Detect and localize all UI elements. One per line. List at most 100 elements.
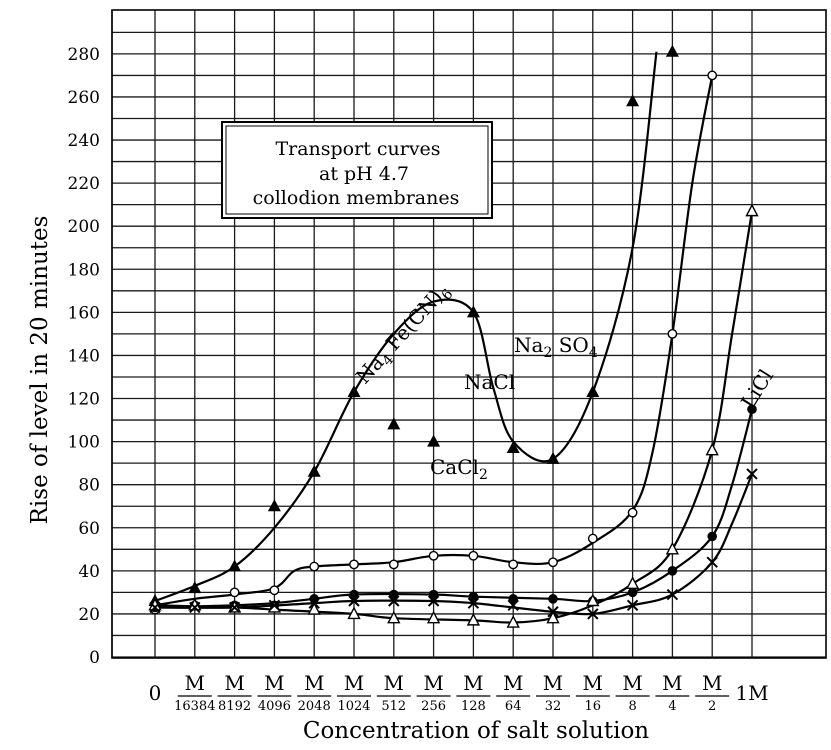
data-point-series-0: [666, 45, 679, 57]
y-tick-label: 140: [68, 346, 100, 366]
x-tick-label: M 8192: [218, 671, 252, 714]
data-point-series-0: [387, 417, 400, 429]
data-point-series-1: [628, 508, 636, 516]
x-tick-denominator: 4: [668, 699, 676, 714]
series-label-nacl: NaCl: [464, 370, 515, 394]
title-line-3: collodion membranes: [253, 187, 460, 209]
x-tick-label: M4: [655, 671, 689, 714]
y-tick-label: 160: [68, 303, 100, 323]
data-point-series-0: [586, 385, 599, 397]
title-line-2: at pH 4.7: [319, 163, 409, 185]
data-point-series-0: [427, 435, 440, 447]
x-tick-value: 0: [149, 681, 162, 705]
x-tick-label: 0: [149, 681, 162, 705]
x-tick-numerator: M: [264, 671, 284, 695]
data-point-series-3: [747, 205, 758, 216]
x-tick-numerator: M: [185, 671, 205, 695]
data-point-series-2: [548, 594, 558, 604]
x-tick-numerator: M: [622, 671, 642, 695]
y-tick-label: 80: [78, 476, 100, 496]
series-curve-3: [155, 211, 752, 622]
x-tick-label: M 128: [456, 671, 490, 714]
y-tick-label: 120: [68, 390, 100, 410]
x-tick-label: M 1024: [337, 671, 371, 714]
data-point-series-3: [627, 578, 638, 589]
data-point-series-1: [549, 558, 557, 566]
data-point-series-0: [228, 560, 241, 572]
x-tick-label: M 64: [496, 671, 530, 714]
x-tick-label: 1M: [735, 681, 768, 705]
data-point-series-1: [350, 560, 358, 568]
x-axis-label: Concentration of salt solution: [303, 718, 649, 744]
data-point-series-1: [310, 562, 318, 570]
x-tick-label: M 16: [576, 671, 610, 714]
data-point-series-0: [626, 94, 639, 106]
x-tick-numerator: M: [344, 671, 364, 695]
x-tick-label: M2: [695, 671, 729, 714]
x-tick-denominator: 1024: [337, 699, 370, 714]
y-tick-label: 280: [68, 45, 100, 65]
x-tick-numerator: M: [662, 671, 682, 695]
x-tick-label: M 512: [377, 671, 411, 714]
data-point-series-0: [308, 465, 321, 477]
y-tick-label: 240: [68, 131, 100, 151]
data-point-series-0: [547, 452, 560, 464]
y-tick-label: 40: [78, 562, 100, 582]
y-tick-label: 200: [68, 217, 100, 237]
x-tick-denominator: 64: [505, 699, 522, 714]
grid: [112, 10, 826, 658]
x-tick-denominator: 4096: [258, 699, 291, 714]
x-tick-denominator: 256: [421, 699, 446, 714]
series-label-na4fecn6: Na4 Fe(CN)6: [351, 278, 457, 391]
data-point-series-2: [668, 566, 678, 576]
data-point-series-2: [628, 588, 638, 598]
x-tick-denominator: 128: [461, 699, 486, 714]
x-tick-denominator: 512: [381, 699, 406, 714]
data-point-series-1: [668, 330, 676, 338]
data-point-series-1: [429, 552, 437, 560]
x-tick-label: M 16384: [174, 671, 215, 714]
x-tick-label: M 32: [536, 671, 570, 714]
x-tick-numerator: M: [503, 671, 523, 695]
x-tick-numerator: M: [463, 671, 483, 695]
data-point-series-1: [270, 586, 278, 594]
y-tick-label: 220: [68, 174, 100, 194]
series-curve-2: [155, 409, 752, 607]
data-point-series-3: [667, 543, 678, 554]
x-tick-numerator: M: [423, 671, 443, 695]
data-point-series-1: [589, 534, 597, 542]
data-point-series-2: [707, 532, 717, 542]
series-label-cacl2: CaCl2: [430, 455, 488, 483]
title-line-1: Transport curves: [275, 138, 440, 160]
y-tick-label: 260: [68, 88, 100, 108]
y-axis-label: Rise of level in 20 minutes: [27, 216, 53, 525]
data-point-series-1: [509, 560, 517, 568]
y-tick-label: 60: [78, 519, 100, 539]
x-tick-label: M 256: [417, 671, 451, 714]
x-tick-numerator: M: [702, 671, 722, 695]
x-tick-label: M8: [616, 671, 650, 714]
x-tick-denominator: 16: [585, 699, 602, 714]
y-tick-label: 0: [89, 648, 100, 668]
x-tick-denominator: 8: [628, 699, 636, 714]
data-point-series-3: [707, 444, 718, 455]
x-tick-numerator: M: [384, 671, 404, 695]
data-point-series-0: [268, 499, 281, 511]
y-tick-labels: 020406080100120140160180200220240260280: [68, 45, 100, 668]
y-tick-label: 180: [68, 260, 100, 280]
x-tick-numerator: M: [543, 671, 563, 695]
x-tick-denominator: 2: [708, 699, 716, 714]
x-tick-numerator: M: [583, 671, 603, 695]
data-point-series-0: [348, 385, 361, 397]
data-point-series-1: [469, 552, 477, 560]
x-tick-label: M2048: [297, 671, 331, 714]
series-label-na2so4: Na2 SO4: [514, 333, 598, 361]
x-tick-denominator: 8192: [218, 699, 251, 714]
x-tick-label: M 4096: [257, 671, 291, 714]
legend-box: Transport curves at pH 4.7 collodion mem…: [222, 122, 492, 218]
data-point-series-3: [309, 604, 320, 615]
data-point-series-1: [390, 560, 398, 568]
data-point-series-1: [708, 71, 716, 79]
series-label-licl: LiCl: [736, 365, 778, 413]
